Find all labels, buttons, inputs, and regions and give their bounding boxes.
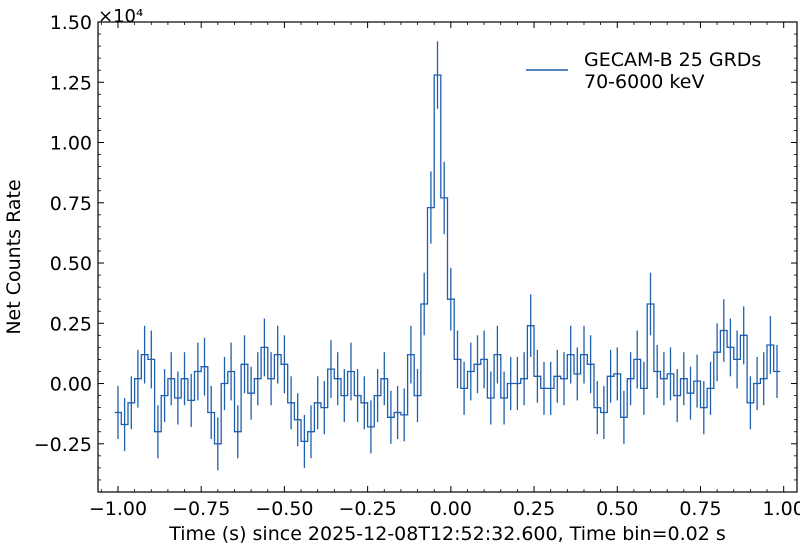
axes-frame [97, 21, 798, 493]
y-tick-label: −0.25 [34, 434, 92, 456]
legend-label-line2: 70-6000 keV [584, 71, 704, 93]
y-axis-label: Net Counts Rate [3, 179, 25, 334]
plot-area [114, 41, 781, 471]
axes: −1.00 −0.75 −0.50 −0.25 0.00 0.25 0.50 0.75 1.00… [34, 12, 800, 520]
y-tick-label: 0.50 [50, 253, 92, 275]
y-tick-label: 0.00 [50, 374, 92, 396]
y-tick-label: 1.25 [50, 72, 92, 94]
x-axis-label: Time (s) since 2025-12-08T12:52:32.600, … [168, 523, 726, 545]
y-tick-label: 1.00 [50, 133, 92, 155]
x-tick-label: −1.00 [89, 498, 147, 520]
x-tick-label: 0.25 [513, 498, 555, 520]
series-step-line [114, 74, 781, 445]
x-tick-label: −0.75 [172, 498, 230, 520]
y-tick-label: 0.25 [50, 313, 92, 335]
x-tick-label: −0.50 [255, 498, 313, 520]
x-tick-label: −0.25 [338, 498, 396, 520]
x-tick-label: 0.50 [596, 498, 638, 520]
x-tick-label: 0.00 [430, 498, 472, 520]
y-tick-label: 0.75 [50, 193, 92, 215]
legend-label-line1: GECAM-B 25 GRDs [584, 49, 761, 71]
legend: GECAM-B 25 GRDs 70-6000 keV [526, 49, 761, 93]
x-tick-label: 1.00 [763, 498, 800, 520]
x-tick-label: 0.75 [679, 498, 721, 520]
y-axis-scale-factor: ×10⁴ [98, 6, 143, 27]
y-tick-label: 1.50 [50, 12, 92, 34]
